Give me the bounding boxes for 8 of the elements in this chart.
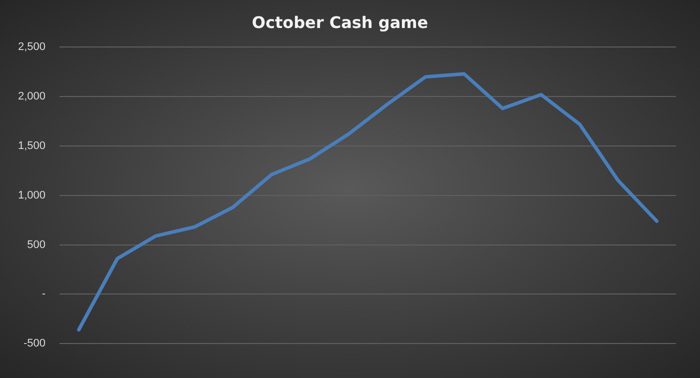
y-tick-label: 1,500 — [18, 140, 46, 152]
y-tick-label: -500 — [23, 338, 46, 350]
chart-title: October Cash game — [252, 12, 428, 32]
y-tick-label: - — [42, 288, 46, 300]
y-tick-label: 2,000 — [18, 90, 46, 103]
y-tick-label: 2,500 — [18, 41, 46, 54]
y-tick-label: 1,000 — [18, 189, 46, 202]
y-tick-label: 500 — [27, 238, 46, 251]
